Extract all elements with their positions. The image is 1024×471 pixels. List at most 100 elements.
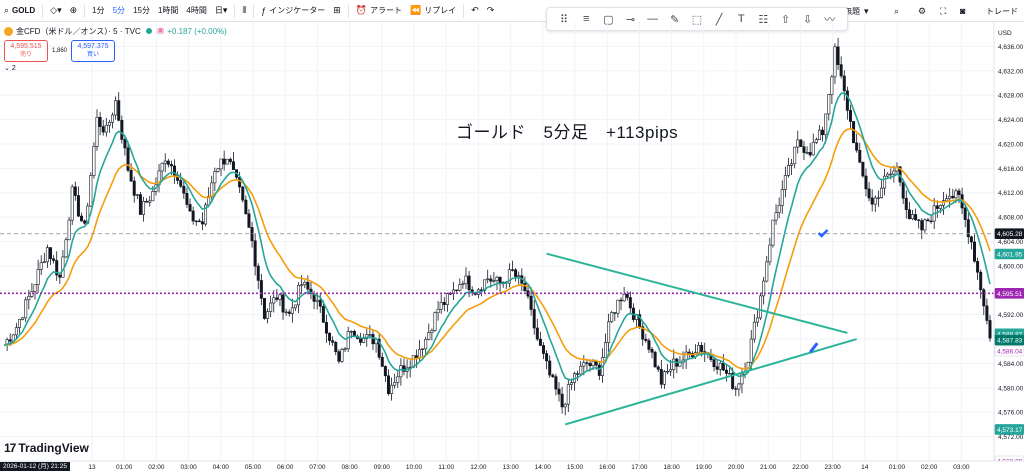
fill-icon[interactable]: ⬚	[691, 13, 703, 26]
entry-marker	[809, 342, 819, 354]
x-tick-label: 02:00	[148, 464, 165, 471]
trade-label: トレード	[986, 6, 1018, 16]
templates-button[interactable]: ⊞	[329, 0, 345, 22]
candle-body	[241, 186, 245, 201]
tv-mark-icon: 17	[4, 441, 16, 455]
candle-body	[132, 180, 136, 196]
candle-body	[861, 161, 865, 177]
candle-body	[461, 283, 465, 285]
candle-body	[297, 284, 301, 306]
candle-body	[455, 289, 459, 292]
x-tick-label: 23:00	[824, 464, 841, 471]
candle-body	[724, 369, 728, 374]
candle-body	[467, 275, 471, 291]
candle-body	[839, 64, 843, 77]
candle-body	[982, 289, 986, 307]
fullscreen-button[interactable]: ⛶	[940, 0, 946, 22]
sell-button[interactable]: 4,595.515 売り	[4, 40, 48, 62]
chart-annotation-text[interactable]: ゴールド 5分足 +113pips	[456, 123, 679, 142]
x-tick-label: 15:00	[567, 464, 584, 471]
timeframe-1m[interactable]: 1分	[88, 0, 108, 22]
candle-body	[58, 274, 62, 278]
trade-button[interactable]: トレード	[986, 0, 1018, 22]
favorites-button[interactable]: ◇ ▾	[46, 0, 65, 22]
candle-body	[588, 363, 592, 367]
timeframe-1h[interactable]: 1時間	[154, 0, 182, 22]
candle-body	[579, 365, 583, 375]
timeframe-15m[interactable]: 15分	[129, 0, 154, 22]
candle-body	[920, 220, 924, 231]
redo-button[interactable]: ↷	[483, 0, 499, 22]
symbol-search[interactable]: ⌕ GOLD	[0, 0, 39, 22]
candle-body	[492, 280, 496, 282]
candle-body	[728, 373, 732, 375]
candle-body	[458, 284, 462, 291]
candle-body	[848, 110, 852, 122]
y-tick-label: 4,572.00	[998, 434, 1024, 441]
arrow-down-icon[interactable]: ⇩	[803, 13, 813, 26]
text-icon[interactable]: T	[737, 13, 745, 25]
snapshot-button[interactable]: ◙	[960, 0, 965, 22]
candle-body	[445, 293, 449, 305]
candle-body	[904, 197, 908, 211]
timeframe-4h[interactable]: 4時間	[182, 0, 210, 22]
drag-handle-icon[interactable]: ⠿	[560, 13, 569, 26]
timeframe-label: 1時間	[157, 6, 179, 15]
alert-button[interactable]: ⏰ アラート	[352, 0, 406, 22]
candle-body	[604, 342, 608, 358]
quick-search-button[interactable]: ⌕	[894, 0, 899, 22]
undo-button[interactable]: ↶	[467, 0, 483, 22]
search-icon: ⌕	[894, 5, 900, 16]
candle-body	[762, 280, 766, 297]
dash-line-icon[interactable]: —	[647, 13, 659, 25]
rectangle-icon[interactable]: ▢	[603, 13, 614, 26]
candle-body	[151, 191, 155, 202]
candle-body	[318, 299, 322, 307]
collapse-indicators-button[interactable]: ⌄ 2	[4, 64, 227, 72]
horizontal-line-icon[interactable]: ⊸	[625, 13, 636, 26]
lines-icon[interactable]: ≡	[582, 13, 590, 25]
candle-body	[272, 297, 276, 304]
indicators-button[interactable]: ƒ インジケーター	[257, 0, 329, 22]
candle-body	[985, 305, 989, 321]
candle-body	[290, 307, 294, 314]
timeframe-label: 1分	[92, 6, 105, 15]
settings-button[interactable]: ⚙	[918, 0, 926, 22]
timeframe-1d[interactable]: 日 ▾	[211, 0, 232, 22]
price-tag	[994, 424, 1024, 435]
add-symbol-button[interactable]: ⊕	[66, 0, 82, 22]
toolbar-divider	[347, 3, 349, 18]
candle-body	[89, 175, 93, 207]
candle-body	[616, 299, 620, 314]
price-tag-label: 4,588.87	[997, 331, 1023, 338]
buy-button[interactable]: 4,597.375 買い	[71, 40, 116, 62]
candle-body	[359, 338, 363, 343]
tradingview-logo[interactable]: 17 TradingView	[4, 441, 89, 455]
candle-body	[926, 219, 930, 222]
settings-lines-icon[interactable]: ☷	[758, 13, 769, 26]
flag-icon[interactable]: ≡	[156, 28, 165, 34]
candle-body	[45, 247, 49, 263]
gear-icon: ⚙	[918, 5, 927, 16]
chart-type-button[interactable]: ⫴	[238, 0, 250, 22]
wave-icon[interactable]: 〰	[824, 14, 836, 26]
toolbar-divider	[234, 3, 236, 18]
candle-body	[852, 121, 856, 144]
candle-body	[247, 213, 251, 228]
replay-button[interactable]: ⏪ リプレイ	[406, 0, 460, 22]
brush-icon[interactable]: ✎	[670, 13, 680, 26]
candle-body	[879, 187, 883, 199]
candle-body	[24, 299, 28, 319]
candle-body	[585, 362, 589, 364]
trend-line-icon[interactable]: ╱	[715, 13, 723, 26]
candle-body	[759, 295, 763, 319]
candle-body	[542, 345, 546, 354]
arrow-up-icon[interactable]: ⇧	[780, 13, 791, 26]
candle-body	[569, 382, 573, 385]
x-tick-label: 14	[861, 464, 869, 471]
timeframe-5m[interactable]: 5分	[109, 0, 129, 22]
price-chart[interactable]: 4,572.004,576.004,580.004,584.004,588.00…	[0, 22, 1024, 471]
y-tick-label: 4,616.00	[998, 166, 1024, 173]
price-tag-label: 4,586.04	[997, 349, 1023, 356]
candle-body	[538, 338, 542, 346]
